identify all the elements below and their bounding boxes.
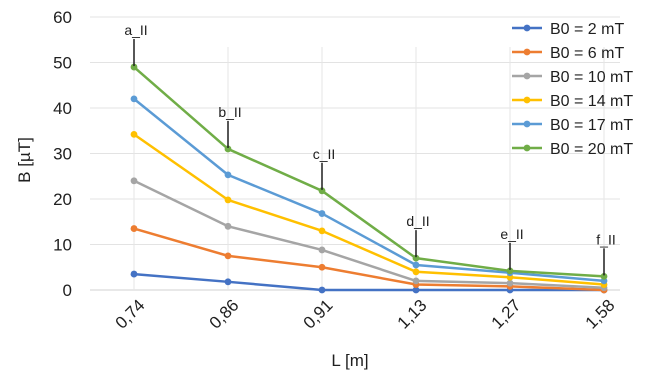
legend-label: B0 = 14 mT [550, 93, 633, 110]
legend: B0 = 2 mT B0 = 6 mT B0 = 10 mT B0 = 14 mT B0… [512, 21, 633, 158]
series-line [133, 133, 605, 286]
legend-item: B0 = 6 mT [512, 45, 624, 62]
x-tick-label: 0,91 [300, 296, 337, 333]
data-point [318, 286, 326, 294]
legend-swatch-marker [523, 144, 531, 152]
series-5 [130, 63, 608, 280]
data-point [130, 95, 138, 103]
annotation-label: c_II [313, 146, 336, 162]
x-tick-label: 1,27 [488, 296, 525, 333]
y-tick-label: 10 [53, 236, 72, 255]
series-line [133, 179, 605, 289]
legend-item: B0 = 10 mT [512, 69, 633, 86]
data-point [224, 278, 232, 286]
gridlines [90, 16, 620, 291]
x-tick-label: 0,86 [206, 296, 243, 333]
y-tick-label: 30 [53, 145, 72, 164]
data-point [130, 177, 138, 185]
y-axis-title: B [µT] [15, 137, 34, 183]
data-point [412, 261, 420, 269]
data-point [412, 286, 420, 294]
x-tick-label: 0,74 [112, 296, 149, 333]
data-point [318, 187, 326, 195]
data-point [130, 270, 138, 278]
x-tick-label: 1,58 [582, 296, 619, 333]
data-point [224, 171, 232, 179]
data-point [224, 252, 232, 260]
annotation-label: a_II [124, 22, 147, 38]
series-line [133, 66, 605, 278]
legend-swatch-marker [523, 120, 531, 128]
annotation-label: b_II [218, 104, 241, 120]
annotation-label: d_II [406, 213, 429, 229]
legend-swatch-marker [523, 72, 531, 80]
legend-label: B0 = 10 mT [550, 69, 633, 86]
y-tick-label: 20 [53, 190, 72, 209]
series-lines [130, 63, 608, 294]
data-point [318, 263, 326, 271]
x-axis-title: L [m] [331, 351, 368, 370]
data-point [224, 222, 232, 230]
data-point [130, 130, 138, 138]
legend-item: B0 = 20 mT [512, 141, 633, 158]
data-point [506, 267, 514, 275]
data-point [130, 63, 138, 71]
data-point [224, 196, 232, 204]
data-point [318, 210, 326, 217]
legend-label: B0 = 20 mT [550, 141, 633, 158]
data-point [412, 268, 420, 276]
legend-label: B0 = 6 mT [550, 45, 624, 62]
series-1 [130, 225, 608, 294]
legend-swatch-marker [523, 24, 531, 32]
legend-label: B0 = 2 mT [550, 21, 624, 38]
y-tick-label: 60 [53, 8, 72, 27]
y-tick-label: 0 [63, 281, 72, 300]
annotation-label: f_II [596, 231, 615, 247]
x-tick-label: 1,13 [394, 296, 431, 333]
legend-swatch-marker [523, 96, 531, 104]
annotations: a_II b_II c_II d_II e_II f_II [124, 22, 616, 276]
data-point [600, 272, 608, 280]
data-point [412, 277, 420, 285]
series-line [133, 272, 604, 292]
data-point [412, 254, 420, 262]
y-tick-label: 40 [53, 99, 72, 118]
legend-item: B0 = 14 mT [512, 93, 633, 110]
data-point [506, 279, 514, 287]
annotation-label: e_II [500, 226, 523, 242]
legend-label: B0 = 17 mT [550, 117, 633, 134]
y-tick-label: 50 [53, 54, 72, 73]
data-point [130, 225, 138, 232]
data-point [224, 145, 232, 153]
legend-swatch-marker [523, 48, 531, 56]
legend-item: B0 = 17 mT [512, 117, 633, 134]
legend-item: B0 = 2 mT [512, 21, 624, 38]
series-line [133, 97, 605, 283]
axes: 0 10 20 30 40 50 60 0,74 0,86 0,91 1,13 1,27 1,58 [53, 8, 618, 333]
series-line [133, 227, 605, 292]
data-point [318, 246, 326, 254]
data-point [318, 227, 326, 235]
